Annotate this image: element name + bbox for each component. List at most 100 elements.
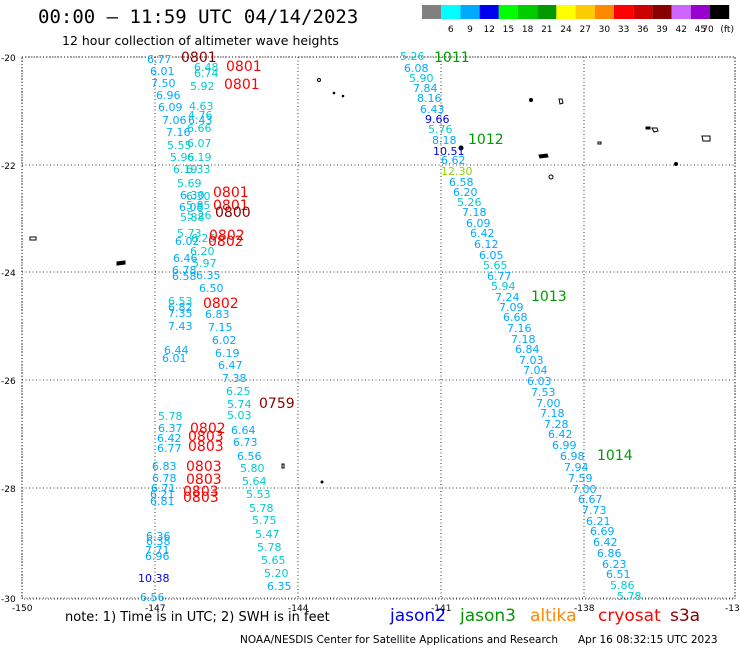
- wave-height-value: 5.26: [457, 196, 482, 209]
- wave-height-value: 7.43: [168, 320, 193, 333]
- wave-height-value: 6.96: [156, 89, 181, 102]
- wave-height-value: 5.96: [170, 151, 195, 164]
- wave-height-value: 5.64: [242, 475, 267, 488]
- wave-height-value: 6.74: [194, 67, 219, 80]
- wave-height-value: 5.80: [240, 462, 265, 475]
- island: [558, 98, 564, 105]
- satellite-jason2: jason2: [390, 606, 446, 626]
- wave-height-value: 9.66: [425, 113, 450, 126]
- wave-height-value: 5.90: [409, 72, 434, 85]
- island: [548, 174, 554, 180]
- wave-height-value: 5.88: [180, 211, 205, 224]
- wave-height-value: 6.58: [172, 270, 197, 283]
- wave-height-value: 5.74: [227, 398, 252, 411]
- wave-height-value: 6.71: [151, 482, 176, 495]
- satellite-jason3: jason3: [460, 606, 516, 626]
- wave-height-value: 7.16: [166, 126, 191, 139]
- wave-height-value: 8.18: [432, 134, 457, 147]
- legend-label: 9: [467, 25, 473, 35]
- pass-time-label: 0803: [183, 484, 219, 500]
- wave-height-value: 7.73: [582, 504, 607, 517]
- pass-time-label: 1011: [434, 50, 470, 66]
- legend-swatch: [441, 5, 461, 19]
- island: [645, 126, 651, 130]
- wave-height-value: 6.02: [212, 334, 237, 347]
- wave-height-value: 6.58: [449, 176, 474, 189]
- wave-height-value: 5.94: [491, 280, 516, 293]
- wave-height-value: 7.59: [568, 472, 593, 485]
- longitude-label: -135: [725, 604, 740, 614]
- timestamp-text: Apr 16 08:32:15 UTC 2023: [578, 634, 718, 646]
- track-right-heights: 5.266.085.907.848.166.439.665.768.1810.5…: [400, 50, 642, 603]
- legend-label: 15: [503, 25, 514, 35]
- wave-height-value: 7.35: [168, 307, 193, 320]
- wave-height-value: 7.53: [531, 386, 556, 399]
- wave-height-value: 6.96: [145, 550, 170, 563]
- wave-height-value: 6.42: [593, 536, 618, 549]
- legend-swatch: [614, 5, 634, 19]
- wave-height-value: 6.30: [186, 190, 211, 203]
- wave-height-value: 6.20: [453, 186, 478, 199]
- wave-height-value: 6.84: [515, 343, 540, 356]
- wave-height-value: 7.04: [523, 364, 548, 377]
- pass-time-label: 0802: [208, 234, 244, 250]
- wave-height-value: 6.35: [267, 580, 292, 593]
- wave-height-value: 6.98: [560, 450, 585, 463]
- wave-height-value: 5.65: [483, 259, 508, 272]
- legend-swatch: [690, 5, 710, 19]
- graticule: [21, 56, 736, 599]
- latitude-labels: -20 -22 -24 -26 -28 -30: [1, 54, 16, 605]
- legend-label: 39: [656, 25, 668, 35]
- wave-height-value: 7.03: [519, 354, 544, 367]
- wave-height-value: 6.67: [578, 493, 603, 506]
- track-left-heights: 6.776.486.01 6.747.50 5.926.966.09 4.634.76…: [138, 53, 292, 604]
- legend-swatch: [575, 5, 595, 19]
- longitude-label: -144: [288, 604, 309, 614]
- latitude-label: -20: [1, 54, 16, 64]
- legend-label: 27: [579, 25, 590, 35]
- wave-height-value: 6.08: [404, 62, 429, 75]
- wave-height-value: 6.30: [180, 189, 205, 202]
- latitude-label: -28: [1, 485, 16, 495]
- wave-height-value: 6.83: [205, 308, 230, 321]
- longitude-label: -147: [145, 604, 165, 614]
- wave-height-value: 6.68: [503, 311, 528, 324]
- wave-height-value: 6.08: [179, 201, 204, 214]
- wave-height-value: 5.26: [187, 209, 212, 222]
- wave-height-value: 6.77: [157, 442, 182, 455]
- legend-swatch: [498, 5, 518, 19]
- wave-height-value: 6.77: [487, 270, 512, 283]
- wave-height-value: 6.77: [147, 53, 172, 66]
- latitude-label: -24: [1, 269, 16, 279]
- wave-height-value: 5.92: [190, 80, 215, 93]
- footer-note: note: 1) Time is in UTC; 2) SWH is in fe…: [65, 610, 330, 625]
- wave-height-value: 6.78: [152, 472, 177, 485]
- wave-height-value: 6.43: [188, 114, 213, 127]
- island: [281, 463, 285, 469]
- island: [597, 141, 602, 145]
- wave-height-value: 6.09: [158, 101, 183, 114]
- wave-height-value: 7.00: [572, 483, 597, 496]
- satellite-cryosat: cryosat: [598, 606, 661, 626]
- pass-time-label: 0800: [215, 205, 251, 221]
- wave-height-value: 6.78: [172, 264, 197, 277]
- wave-height-value: 5.69: [177, 177, 202, 190]
- longitude-label: -141: [431, 604, 451, 614]
- legend-swatch: [422, 5, 442, 19]
- wave-height-value: 6.82: [168, 301, 193, 314]
- wave-height-value: 12.30: [441, 165, 473, 178]
- island: [317, 78, 321, 82]
- pass-time-label: 0759: [259, 396, 295, 412]
- island: [529, 98, 533, 102]
- wave-height-value: 7.84: [413, 82, 438, 95]
- wave-height-value: 6.19: [173, 163, 198, 176]
- wave-height-value: 6.01: [162, 352, 187, 365]
- legend-label: 70: [702, 25, 714, 35]
- legend-swatch: [537, 5, 557, 19]
- islands: [29, 78, 711, 484]
- wave-height-value: 6.21: [586, 515, 611, 528]
- wave-height-value: 6.42: [157, 432, 182, 445]
- wave-height-value: 6.19: [187, 151, 212, 164]
- wave-height-value: 7.94: [564, 461, 589, 474]
